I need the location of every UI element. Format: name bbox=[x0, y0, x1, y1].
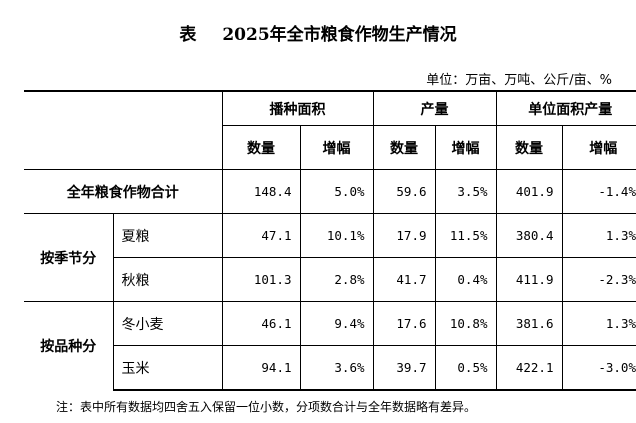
footnote: 注：表中所有数据均四舍五入保留一位小数，分项数合计与全年数据略有差异。 bbox=[56, 400, 477, 414]
table-row: 按季节分 夏粮 47.1 10.1% 17.9 11.5% 380.4 1.3% bbox=[24, 213, 636, 302]
group-label: 按品种分 bbox=[24, 301, 113, 390]
page-title: 表 2025年全市粮食作物生产情况 bbox=[179, 25, 457, 45]
table-row: 秋粮 101.3 2.8% 41.7 0.4% 411.9 -2.3% bbox=[24, 257, 636, 302]
subheader: 数量 bbox=[495, 125, 562, 170]
table-row: 玉米 94.1 3.6% 39.7 0.5% 422.1 -3.0% bbox=[24, 345, 636, 391]
header-area: 播种面积 bbox=[221, 90, 373, 126]
header-blank bbox=[24, 90, 222, 170]
subheader: 数量 bbox=[221, 125, 300, 170]
subheader: 增幅 bbox=[561, 125, 636, 170]
subheader: 增幅 bbox=[434, 125, 496, 170]
subheader: 增幅 bbox=[299, 125, 373, 170]
header-yield: 单位面积产量 bbox=[495, 90, 636, 126]
group-label: 按季节分 bbox=[24, 213, 113, 302]
table-row: 按品种分 冬小麦 46.1 9.4% 17.6 10.8% 381.6 1.3% bbox=[24, 301, 636, 390]
table-row-total: 全年粮食作物合计 148.4 5.0% 59.6 3.5% 401.9 -1.4… bbox=[24, 169, 636, 214]
unit-label: 单位：万亩、万吨、公斤/亩、% bbox=[426, 73, 612, 88]
subheader: 数量 bbox=[372, 125, 435, 170]
grain-production-table: 播种面积 产量 单位面积产量 数量 增幅 数量 增幅 数量 增幅 全年粮食作物合… bbox=[24, 90, 636, 391]
header-output: 产量 bbox=[372, 90, 496, 126]
